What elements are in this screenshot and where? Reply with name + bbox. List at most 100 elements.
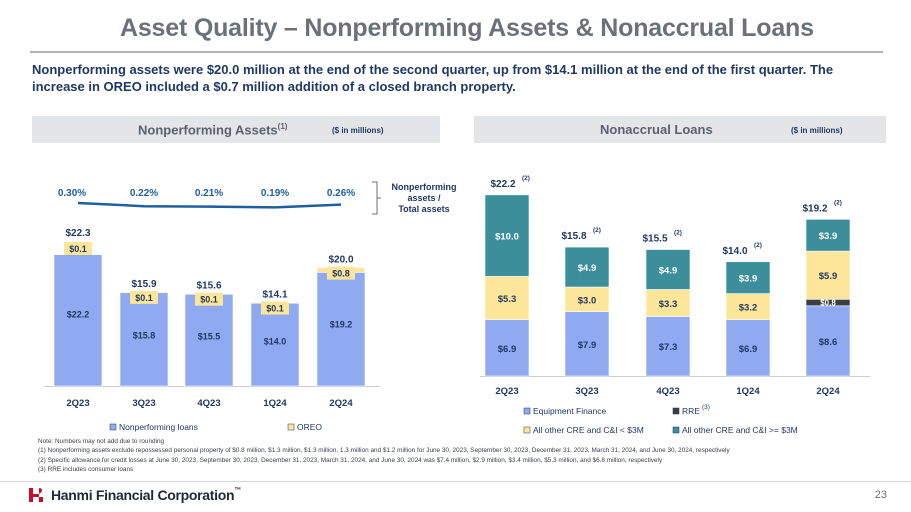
nal-bar-cre-large: $4.9 — [564, 246, 610, 288]
nal-category-label: 1Q24 — [736, 386, 760, 397]
bar-segment — [564, 311, 610, 377]
nal-total-footnote: (2) — [674, 230, 682, 237]
nal-bar-equipment: $6.9 — [725, 319, 771, 377]
oreo-label-box — [327, 266, 355, 280]
nal-unit-label: ($ in millions) — [791, 126, 843, 135]
npa-bar-oreo: $0.1 — [119, 290, 169, 304]
nal-legend-footnote: (3) — [702, 404, 710, 411]
nal-total-footnote: (2) — [593, 227, 601, 234]
npa-total-label: $20.0 — [328, 255, 353, 266]
nal-category-label: 3Q23 — [575, 386, 598, 397]
nal-bar-cre-large: $10.0 — [484, 194, 530, 277]
company-logo: Hanmi Financial Corporation™ — [27, 484, 241, 506]
nal-category-label: 2Q24 — [816, 386, 840, 397]
bar-value-label: $7.3 — [659, 342, 678, 353]
bar-value-label: $19.2 — [330, 319, 353, 329]
trademark-mark: ™ — [234, 487, 241, 494]
nal-panel-title: Nonaccrual Loans — [600, 122, 713, 137]
footnote-general: Note: Numbers may not add due to roundin… — [38, 438, 165, 445]
npa-bar-loans: $15.8 — [119, 292, 169, 387]
nal-legend-swatch — [523, 426, 531, 434]
bar-segment — [184, 293, 234, 387]
bar-segment — [645, 289, 691, 317]
nal-legend-swatch — [672, 407, 680, 415]
nal-total-label: $19.2 — [802, 203, 827, 214]
bar-value-label: $4.9 — [578, 263, 597, 274]
nal-bar-cre-small: $3.0 — [564, 286, 610, 312]
ratio-label: 0.21% — [195, 188, 223, 199]
title-divider — [30, 51, 883, 53]
nal-legend-swatch — [672, 426, 680, 434]
bar-segment — [316, 272, 366, 387]
npa-category-label: 2Q24 — [329, 398, 353, 409]
npa-category-label: 4Q23 — [197, 398, 220, 409]
bar-value-label: $3.2 — [739, 303, 758, 314]
npa-bar-oreo: $0.1 — [250, 301, 300, 315]
nal-bar-cre-large: $3.9 — [725, 261, 771, 294]
oreo-label-box — [130, 290, 158, 304]
bar-value-label: $5.3 — [498, 294, 517, 305]
ratio-legend-label: assets / — [407, 193, 441, 203]
nal-total-label: $22.2 — [490, 179, 515, 190]
nal-bar-cre-large: $4.9 — [645, 249, 691, 290]
page-number: 23 — [874, 489, 887, 501]
bar-value-label: $3.9 — [819, 231, 838, 242]
npa-category-label: 2Q23 — [66, 398, 89, 409]
bar-value-label: $6.9 — [739, 344, 758, 355]
bar-segment — [805, 219, 851, 252]
npa-legend-swatch — [287, 423, 295, 431]
npa-legend-label: Nonperforming loans — [119, 422, 198, 432]
npa-total-label: $22.3 — [65, 228, 90, 239]
npa-category-label: 1Q24 — [263, 398, 287, 409]
npa-total-label: $15.9 — [131, 279, 156, 290]
nal-bar-equipment: $6.9 — [484, 319, 530, 377]
bar-segment — [484, 276, 530, 320]
nal-category-label: 4Q23 — [656, 386, 679, 397]
npa-total-label: $14.1 — [262, 290, 287, 301]
ratio-label: 0.19% — [261, 188, 289, 199]
nal-bar-cre-small: $5.3 — [484, 276, 530, 320]
bar-value-label: $0.1 — [69, 244, 87, 254]
bar-value-label: $7.9 — [578, 340, 597, 351]
hanmi-logo-icon — [29, 488, 43, 502]
nal-bar-cre-large: $3.9 — [805, 219, 851, 252]
bar-value-label: $6.9 — [498, 344, 517, 355]
slide-title: Asset Quality – Nonperforming Assets & N… — [120, 14, 814, 42]
footnotes: Note: Numbers may not add due to roundin… — [38, 437, 888, 475]
ratio-line — [77, 201, 342, 209]
ratio-legend-label: Nonperforming — [392, 182, 457, 192]
nal-total-footnote: (2) — [522, 175, 530, 182]
ratio-label: 0.26% — [327, 188, 355, 199]
footnote-3: (3) RRE includes consumer loans — [38, 466, 134, 474]
bar-value-label: $3.0 — [578, 295, 597, 306]
npa-legend-swatch — [109, 423, 117, 431]
bar-value-label: $3.9 — [739, 274, 758, 285]
npa-legend-label: OREO — [297, 422, 322, 432]
npa-bar-loans: $19.2 — [316, 272, 366, 387]
slide-subtitle: Nonperforming assets were $20.0 million … — [32, 62, 834, 94]
bar-segment — [250, 302, 300, 387]
footnote-1: (1) Nonperforming assets exclude reposse… — [38, 447, 730, 455]
npa-bar-loans: $15.5 — [184, 293, 234, 387]
nal-total-label: $15.5 — [642, 234, 667, 245]
npa-bar-oreo: $0.1 — [53, 241, 103, 255]
oreo-label-box — [261, 301, 289, 315]
nal-legend-label: All other CRE and C&I >= $3M — [682, 425, 798, 435]
ratio-label: 0.22% — [130, 188, 158, 199]
npa-category-label: 3Q23 — [132, 398, 155, 409]
bar-segment — [805, 305, 851, 377]
company-name-text: Hanmi Financial Corporation — [51, 487, 235, 503]
bar-segment — [725, 319, 771, 377]
bar-value-label: $8.6 — [819, 337, 838, 348]
bar-value-label: $14.0 — [264, 336, 287, 346]
nal-total-footnote: (2) — [754, 242, 762, 249]
nal-bar-cre-small: $3.3 — [645, 289, 691, 317]
ratio-label: 0.30% — [58, 188, 86, 199]
nal-total-footnote: (2) — [834, 199, 842, 206]
company-name: Hanmi Financial Corporation™ — [51, 487, 241, 503]
footer-divider — [0, 481, 911, 482]
bar-segment — [805, 250, 851, 300]
bar-value-label: $4.9 — [659, 266, 678, 277]
